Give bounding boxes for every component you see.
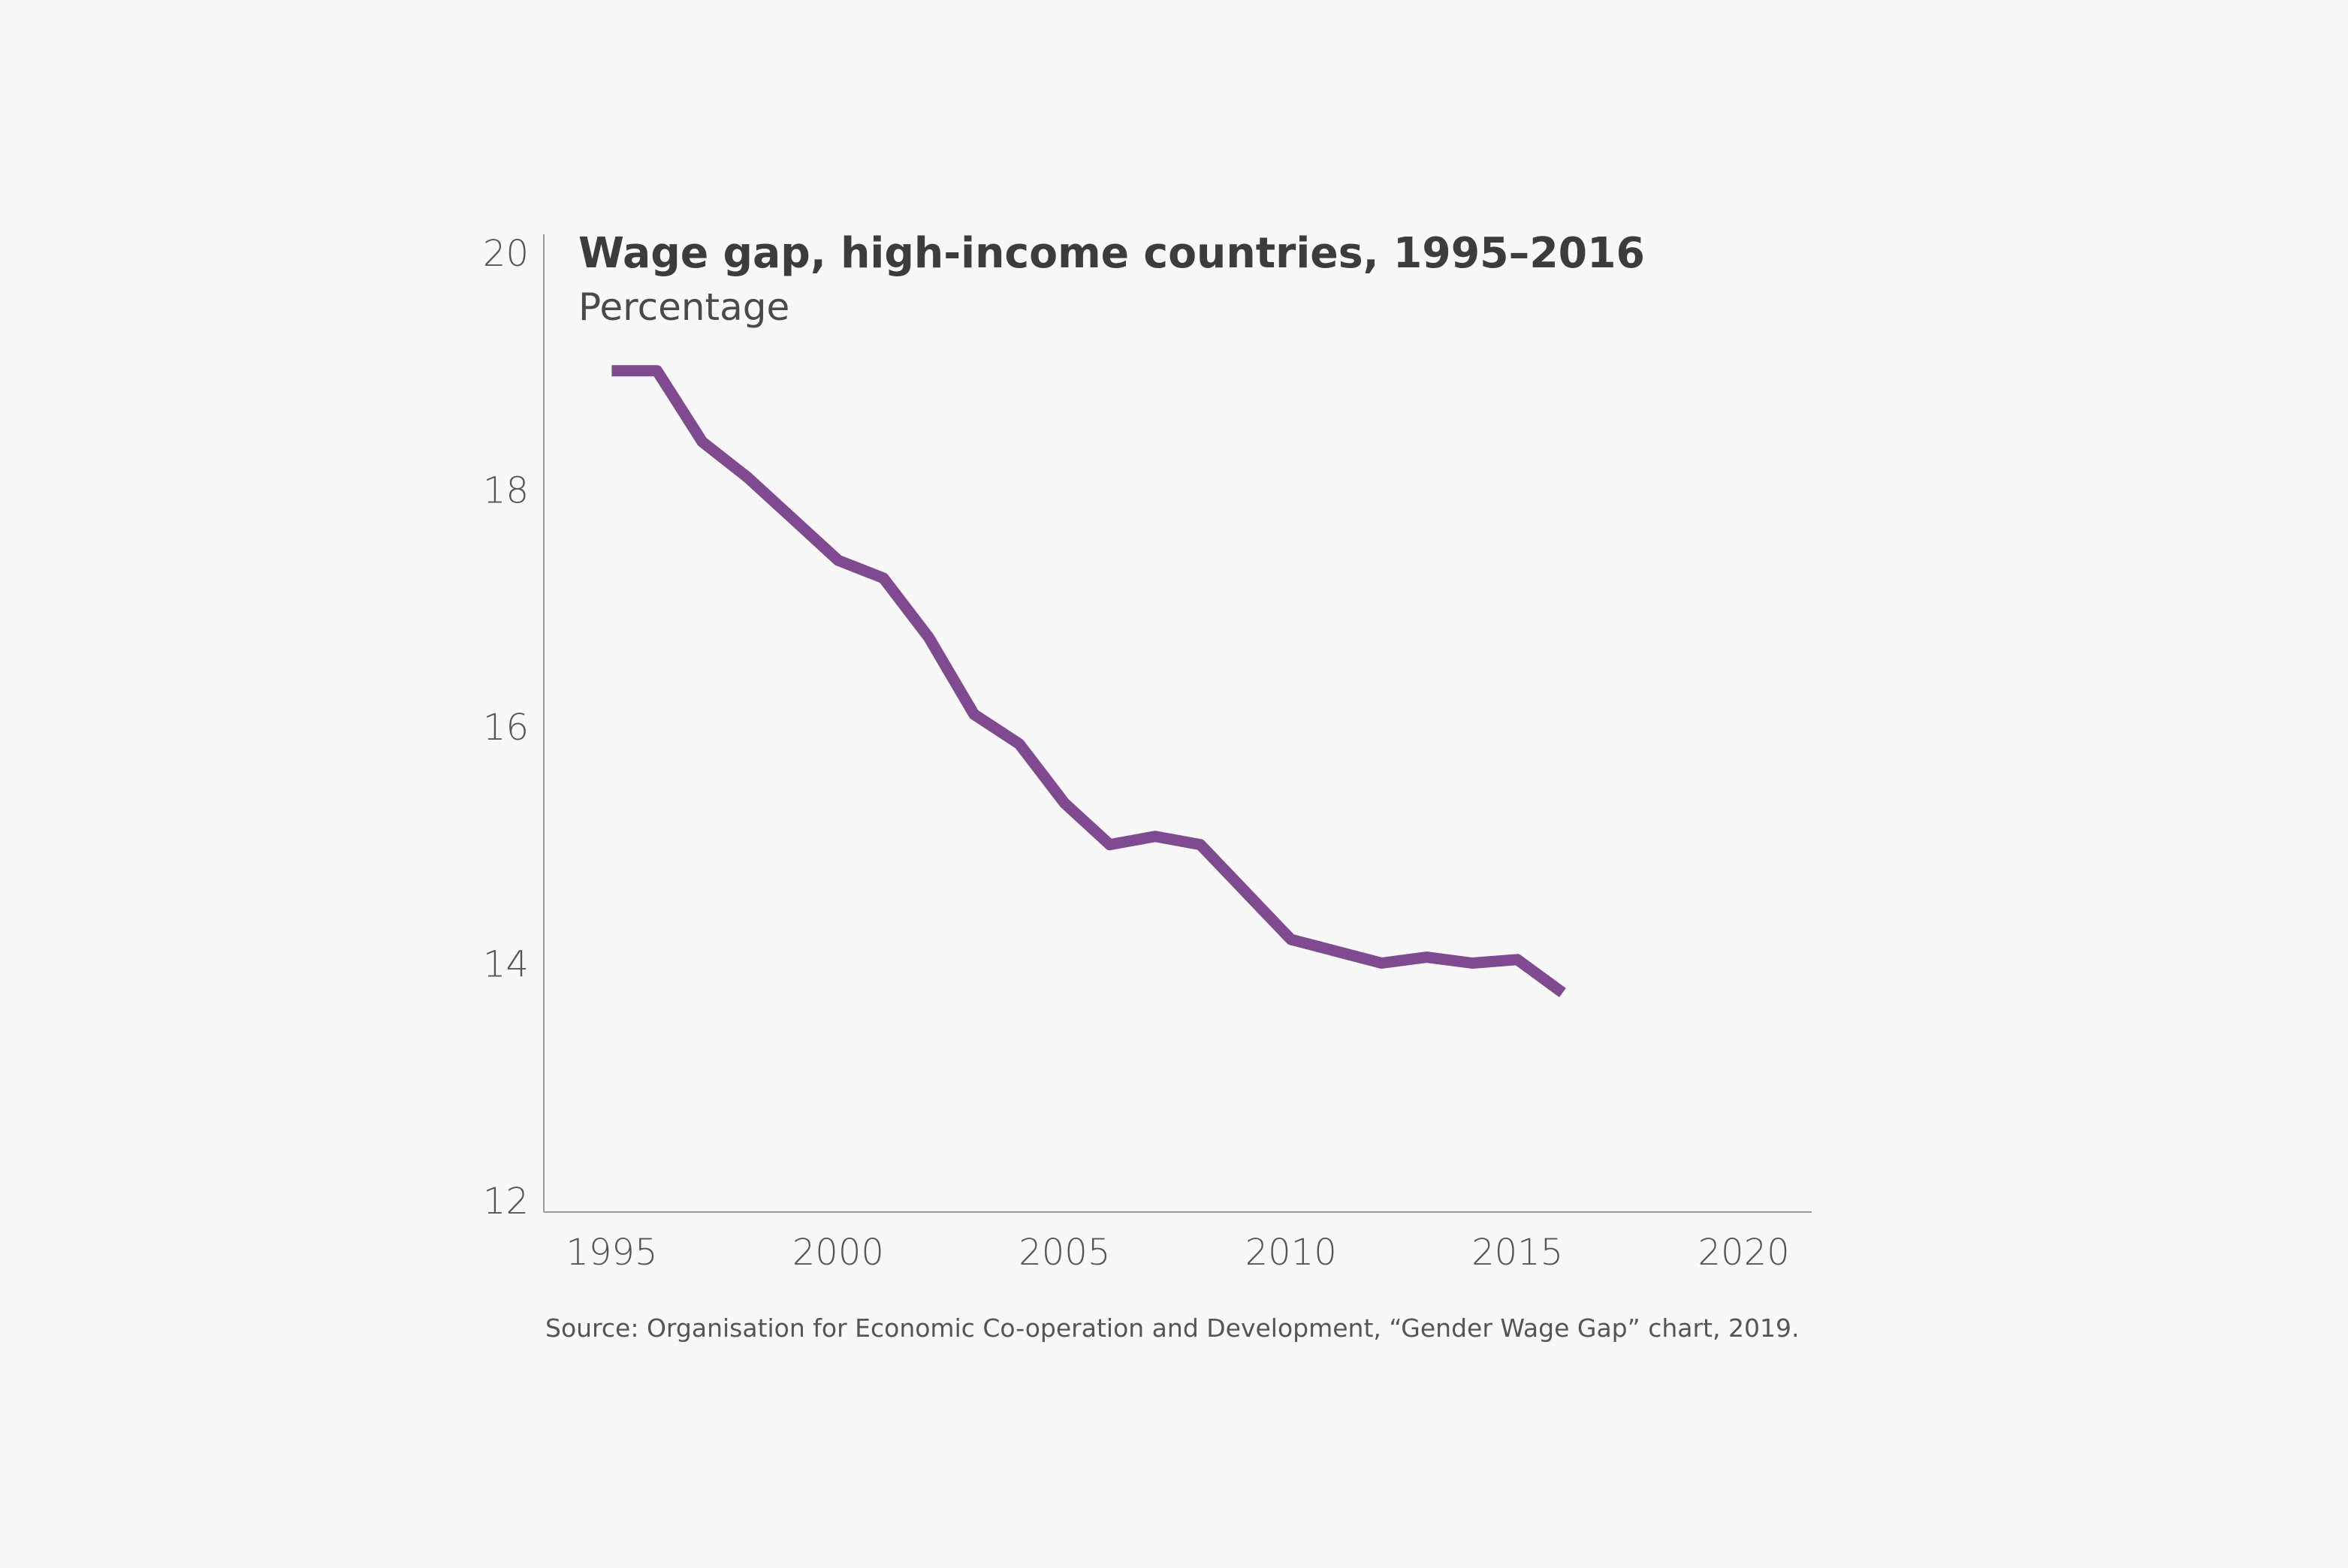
- y-tick-label: 14: [483, 944, 529, 986]
- y-tick-label: 18: [483, 470, 529, 512]
- x-tick-label: 2005: [1019, 1232, 1110, 1274]
- x-tick-label: 2020: [1698, 1232, 1789, 1274]
- series-group: [611, 365, 1566, 997]
- x-tick-label: 2000: [792, 1232, 884, 1274]
- source-note: Source: Organisation for Economic Co-ope…: [545, 1313, 1799, 1343]
- y-tick-label: 16: [483, 707, 529, 749]
- y-tick-label: 12: [483, 1181, 529, 1223]
- chart-title: Wage gap, high-income countries, 1995–20…: [578, 229, 1645, 278]
- axes: [543, 234, 1812, 1213]
- y-tick-label: 20: [483, 233, 529, 275]
- x-tick-labels: 1995 2000 2005 2010 2015 2020: [566, 1232, 1789, 1274]
- x-tick-label: 1995: [566, 1232, 657, 1274]
- x-tick-label: 2015: [1471, 1232, 1563, 1274]
- chart-subtitle: Percentage: [578, 285, 789, 329]
- y-tick-labels: 12 14 16 18 20: [483, 233, 529, 1223]
- x-tick-label: 2010: [1245, 1232, 1337, 1274]
- series-line: [611, 365, 1566, 997]
